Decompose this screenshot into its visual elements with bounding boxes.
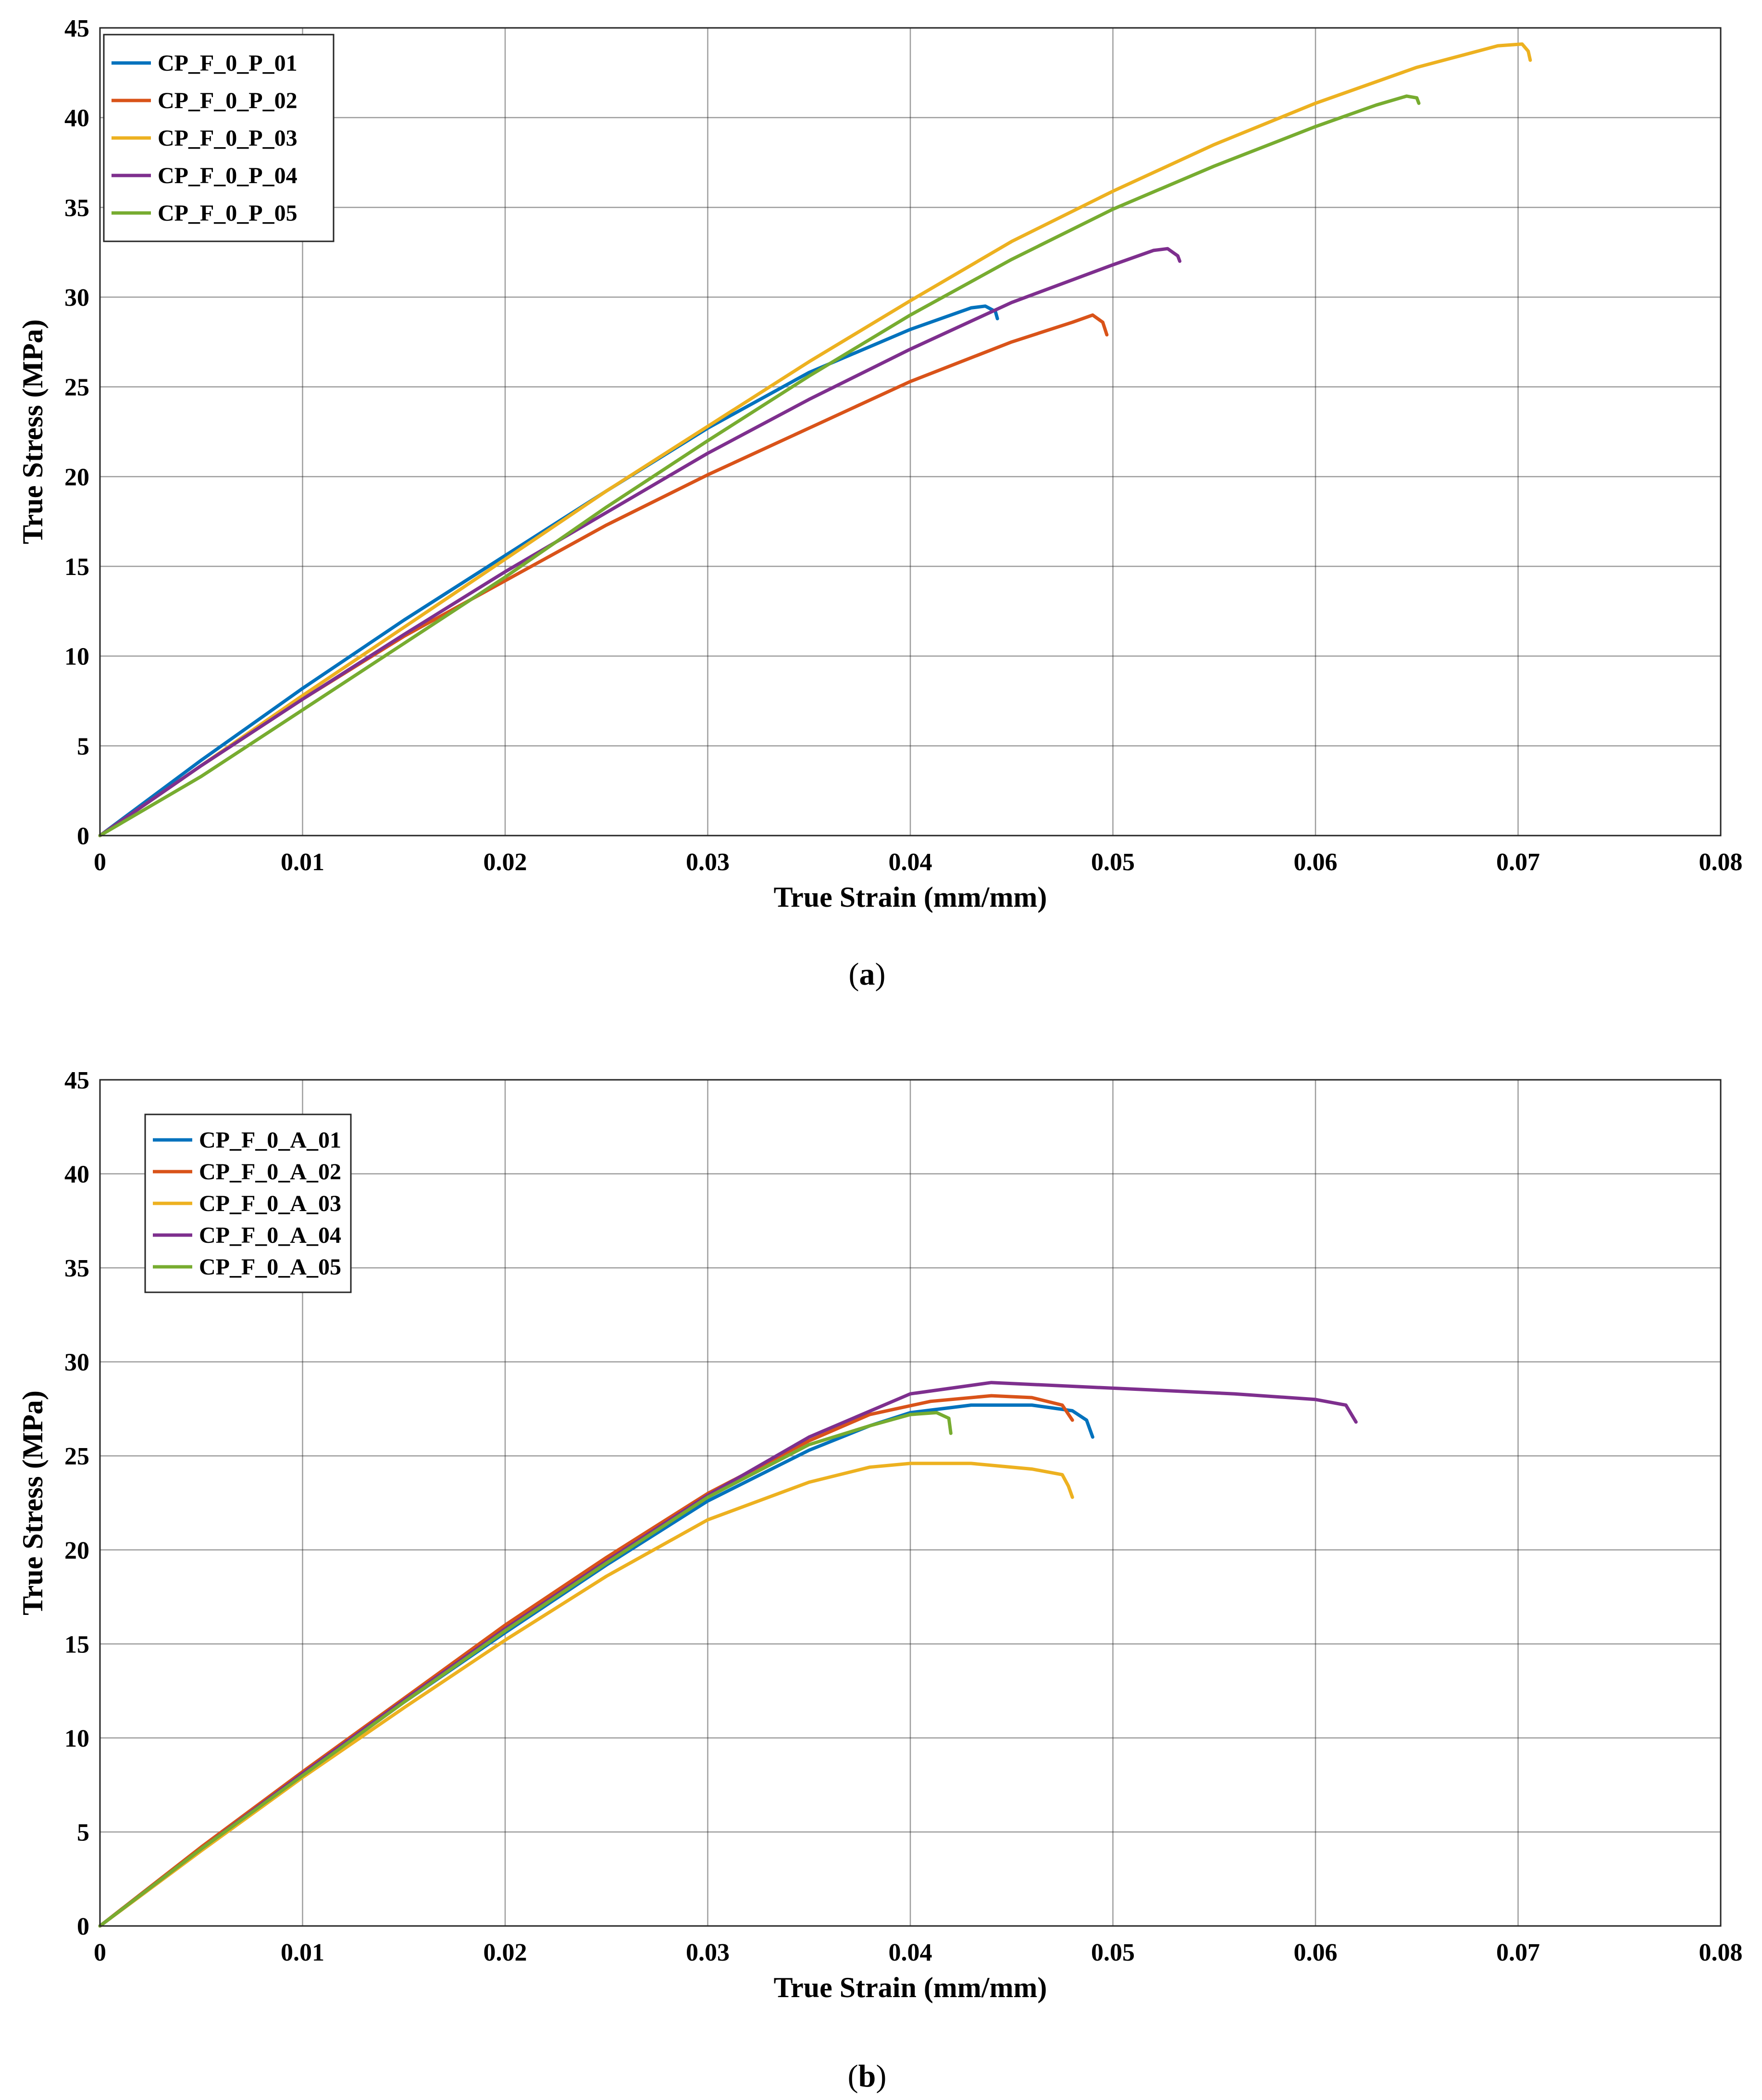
y-tick-label: 45	[64, 1067, 89, 1094]
legend-label: CP_F_0_A_04	[199, 1223, 341, 1248]
plot-area	[100, 1080, 1721, 1926]
y-axis-label: True Stress (MPa)	[17, 1390, 49, 1615]
legend-label: CP_F_0_A_03	[199, 1191, 341, 1216]
x-tick-label: 0.03	[686, 1939, 730, 1966]
legend-label: CP_F_0_P_04	[158, 163, 298, 188]
y-axis-label: True Stress (MPa)	[17, 319, 49, 544]
y-tick-label: 25	[64, 374, 89, 401]
chart-a: 0 0.01 0.02 0.03 0.04 0.05 0.06 0.07 0.08 0 5 10 15 2…	[17, 15, 1743, 992]
x-tick-label: 0.02	[484, 849, 527, 876]
y-tick-label: 15	[64, 1631, 89, 1658]
x-tick-label: 0.05	[1091, 849, 1135, 876]
x-tick-label: 0.02	[484, 1939, 527, 1966]
x-axis-label: True Strain (mm/mm)	[774, 881, 1047, 913]
series-line-cp-f-0-a-03	[98, 1462, 1074, 1928]
x-tick-label: 0.08	[1699, 849, 1743, 876]
x-axis-label: True Strain (mm/mm)	[774, 1972, 1047, 2003]
y-tick-label: 30	[64, 1349, 89, 1376]
x-tick-label: 0.01	[281, 1939, 324, 1966]
y-tick-label: 25	[64, 1443, 89, 1470]
y-tick-label: 0	[77, 1913, 89, 1940]
series-line-cp-f-0-a-05	[98, 1411, 953, 1928]
legend-label: CP_F_0_A_01	[199, 1127, 341, 1153]
caption-paren-open: (	[849, 957, 859, 992]
legend-label: CP_F_0_P_03	[158, 125, 298, 151]
x-tick-label: 0.03	[686, 849, 730, 876]
x-tick-label: 0.08	[1699, 1939, 1743, 1966]
y-tick-label: 5	[77, 1819, 89, 1846]
panel-caption: (a)	[849, 957, 886, 992]
y-tick-label: 5	[77, 733, 89, 760]
series-line-cp-f-0-p-04	[98, 247, 1182, 838]
y-tick-label: 40	[64, 105, 89, 132]
x-tick-label: 0.05	[1091, 1939, 1135, 1966]
y-tick-label: 20	[64, 463, 89, 491]
y-tick-label: 30	[64, 284, 89, 312]
legend-label: CP_F_0_P_02	[158, 88, 298, 113]
x-tick-label: 0	[94, 849, 106, 876]
plot-area	[100, 28, 1721, 836]
chart-b: 0 0.01 0.02 0.03 0.04 0.05 0.06 0.07 0.08 0 5 10 15 2…	[17, 1067, 1743, 2094]
x-tick-label: 0.01	[281, 849, 324, 876]
y-tick-label: 20	[64, 1537, 89, 1564]
y-tick-label: 45	[64, 15, 89, 42]
x-tick-label: 0.07	[1496, 849, 1540, 876]
x-tick-label: 0.07	[1496, 1939, 1540, 1966]
caption-paren-close: )	[875, 957, 886, 992]
y-tick-label: 35	[64, 1255, 89, 1282]
caption-paren-open: (	[848, 2059, 858, 2094]
y-tick-label: 40	[64, 1161, 89, 1188]
caption-paren-close: )	[876, 2059, 886, 2094]
x-tick-label: 0.04	[889, 849, 932, 876]
legend-label: CP_F_0_A_05	[199, 1254, 341, 1280]
plot-frame	[99, 27, 1722, 837]
legend-label: CP_F_0_P_01	[158, 50, 298, 76]
y-tick-label: 0	[77, 823, 89, 850]
x-tick-label: 0	[94, 1939, 106, 1966]
x-tick-label: 0.04	[889, 1939, 932, 1966]
series-line-cp-f-0-p-05	[98, 94, 1421, 838]
x-tick-label: 0.06	[1294, 1939, 1338, 1966]
caption-letter: b	[858, 2059, 876, 2094]
caption-letter: a	[859, 957, 875, 992]
series-line-cp-f-0-p-03	[98, 42, 1532, 838]
y-tick-label: 10	[64, 643, 89, 671]
y-tick-label: 35	[64, 194, 89, 222]
panel-caption: (b)	[848, 2059, 887, 2094]
y-tick-label: 15	[64, 553, 89, 581]
legend-label: CP_F_0_P_05	[158, 200, 298, 226]
y-tick-label: 10	[64, 1725, 89, 1752]
x-tick-label: 0.06	[1294, 849, 1338, 876]
plot-frame	[99, 1079, 1722, 1927]
legend-label: CP_F_0_A_02	[199, 1159, 341, 1185]
